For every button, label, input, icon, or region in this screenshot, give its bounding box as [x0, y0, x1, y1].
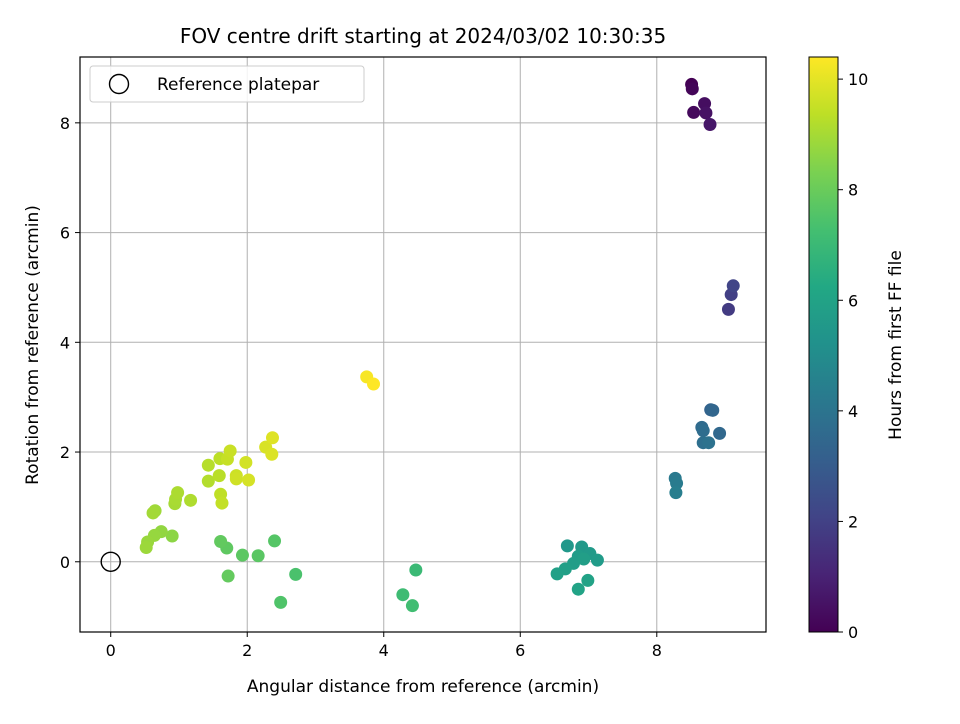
data-point	[223, 444, 237, 458]
data-point	[221, 569, 235, 583]
y-tick-label: 4	[60, 333, 70, 352]
x-tick-label: 8	[652, 641, 662, 660]
data-point	[726, 279, 740, 293]
data-point	[409, 563, 423, 577]
data-point	[367, 377, 381, 391]
colorbar-gradient	[808, 56, 839, 633]
x-tick-label: 0	[106, 641, 116, 660]
legend-reference-marker	[108, 73, 130, 95]
data-point	[571, 582, 585, 596]
data-point	[713, 426, 727, 440]
y-tick-label: 6	[60, 224, 70, 243]
data-point	[235, 548, 249, 562]
data-point	[685, 82, 699, 96]
x-axis-ticks: 0 2 4 6 8	[106, 632, 662, 660]
x-tick-label: 2	[242, 641, 252, 660]
colorbar-tick-label: 2	[848, 512, 858, 531]
colorbar-tick-label: 6	[848, 291, 858, 310]
data-point	[696, 424, 710, 438]
data-point	[702, 436, 716, 450]
data-point	[289, 567, 303, 581]
plot-frame	[79, 56, 767, 633]
colorbar-tick-label: 4	[848, 402, 858, 421]
data-point	[268, 534, 282, 548]
data-point	[139, 541, 153, 555]
data-point	[274, 595, 288, 609]
colorbar: 0 2 4 6 8 10 Hours from first FF file	[808, 56, 906, 642]
data-point	[201, 458, 215, 472]
data-point	[251, 549, 265, 563]
colorbar-tick-label: 10	[848, 70, 868, 89]
data-point	[229, 472, 243, 486]
x-tick-label: 4	[379, 641, 389, 660]
data-point	[184, 493, 198, 507]
legend: Reference platepar	[89, 65, 365, 103]
data-point	[214, 534, 228, 548]
chart-title: FOV centre drift starting at 2024/03/02 …	[180, 24, 666, 48]
data-point	[171, 486, 185, 500]
data-point	[146, 506, 160, 520]
y-axis-label: Rotation from reference (arcmin)	[23, 205, 43, 485]
reference-marker	[100, 551, 121, 572]
data-point	[703, 117, 717, 131]
data-point	[165, 529, 179, 543]
y-tick-label: 2	[60, 443, 70, 462]
data-point	[265, 431, 279, 445]
data-point	[239, 455, 253, 469]
grid-lines	[80, 57, 766, 632]
legend-entry-reference: Reference platepar	[157, 75, 319, 95]
x-axis-label: Angular distance from reference (arcmin)	[247, 677, 599, 697]
data-points	[139, 77, 740, 613]
reference-point	[100, 551, 121, 572]
data-point	[212, 469, 226, 483]
data-point	[670, 476, 684, 490]
data-point	[265, 447, 279, 461]
data-point	[581, 573, 595, 587]
y-tick-label: 8	[60, 114, 70, 133]
data-point	[396, 588, 410, 602]
colorbar-label: Hours from first FF file	[886, 250, 906, 440]
data-point	[687, 105, 701, 119]
data-point	[669, 486, 683, 500]
colorbar-tick-label: 0	[848, 623, 858, 642]
data-point	[550, 567, 564, 581]
colorbar-tick-label: 8	[848, 181, 858, 200]
data-point	[706, 403, 720, 417]
y-tick-label: 0	[60, 553, 70, 572]
data-point	[242, 473, 256, 487]
data-point	[215, 496, 229, 510]
data-point	[201, 474, 215, 488]
data-point	[721, 302, 735, 316]
data-point	[560, 539, 574, 553]
data-point	[577, 552, 591, 566]
data-point	[405, 599, 419, 613]
legend-box	[89, 65, 365, 103]
y-axis-ticks: 0 2 4 6 8	[60, 114, 80, 572]
data-point	[699, 106, 713, 120]
colorbar-ticks: 0 2 4 6 8 10	[838, 70, 868, 642]
data-point	[590, 553, 604, 567]
x-tick-label: 6	[515, 641, 525, 660]
